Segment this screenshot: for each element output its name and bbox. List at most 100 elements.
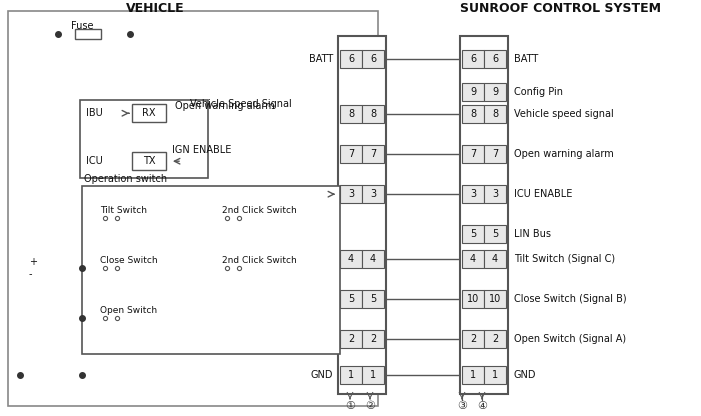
Bar (340, 185, 362, 203)
Text: 9: 9 (470, 87, 476, 97)
Text: Tilt Switch: Tilt Switch (100, 206, 147, 215)
Text: LIN Bus: LIN Bus (514, 229, 551, 239)
Bar (340, 145, 362, 163)
Text: BATT: BATT (514, 54, 538, 64)
Text: 7: 7 (470, 149, 476, 159)
Bar (132, 104, 166, 122)
Bar (484, 185, 506, 203)
Text: Vehicle speed signal: Vehicle speed signal (514, 109, 614, 119)
Bar (362, 290, 384, 308)
Text: Tilt Switch (Signal C): Tilt Switch (Signal C) (514, 254, 615, 264)
Bar (484, 366, 506, 384)
Bar (462, 185, 484, 203)
Text: 4: 4 (370, 254, 376, 264)
Text: 2: 2 (348, 334, 354, 344)
Text: Close Switch: Close Switch (100, 255, 158, 265)
Text: ②: ② (365, 401, 375, 411)
Text: 1: 1 (370, 370, 376, 380)
Text: 3: 3 (492, 189, 498, 199)
Bar (362, 105, 384, 123)
Text: 4: 4 (492, 254, 498, 264)
Text: 3: 3 (370, 189, 376, 199)
Bar (484, 83, 506, 101)
Text: 8: 8 (492, 109, 498, 119)
Text: 6: 6 (370, 54, 376, 64)
Bar (460, 36, 508, 394)
Bar (362, 330, 384, 348)
Text: 8: 8 (370, 109, 376, 119)
Text: 8: 8 (348, 109, 354, 119)
Text: 7: 7 (492, 149, 498, 159)
Text: 1: 1 (348, 370, 354, 380)
Bar (362, 250, 384, 268)
Bar (484, 330, 506, 348)
Text: Close Switch (Signal B): Close Switch (Signal B) (514, 294, 627, 304)
Bar (462, 290, 484, 308)
Bar (462, 330, 484, 348)
Text: Config Pin: Config Pin (514, 87, 563, 97)
Text: Open Switch: Open Switch (100, 306, 157, 314)
Text: RX: RX (142, 108, 156, 118)
Text: Fuse: Fuse (71, 21, 93, 31)
Text: VEHICLE: VEHICLE (125, 2, 184, 15)
Bar (362, 145, 384, 163)
Text: 6: 6 (470, 54, 476, 64)
Text: 5: 5 (370, 294, 376, 304)
Bar (340, 290, 362, 308)
Text: 7: 7 (348, 149, 354, 159)
Text: 1: 1 (492, 370, 498, 380)
Bar (484, 50, 506, 68)
Text: -: - (29, 269, 32, 279)
Text: 3: 3 (470, 189, 476, 199)
Text: SUNROOF CONTROL SYSTEM: SUNROOF CONTROL SYSTEM (459, 2, 660, 15)
Text: Open Switch (Signal A): Open Switch (Signal A) (514, 334, 626, 344)
Bar (80, 100, 208, 178)
Bar (462, 366, 484, 384)
Text: 2nd Click Switch: 2nd Click Switch (222, 206, 297, 215)
Text: +: + (29, 257, 37, 267)
Text: Open warning alarm: Open warning alarm (175, 101, 275, 111)
Text: 9: 9 (492, 87, 498, 97)
Text: 2: 2 (492, 334, 498, 344)
Bar (484, 290, 506, 308)
Text: 10: 10 (489, 294, 501, 304)
Bar (462, 83, 484, 101)
Text: 5: 5 (470, 229, 476, 239)
Bar (484, 145, 506, 163)
Text: IGN ENABLE: IGN ENABLE (172, 145, 231, 155)
Bar (484, 105, 506, 123)
Bar (340, 330, 362, 348)
Bar (75, 29, 101, 39)
Text: 5: 5 (492, 229, 498, 239)
Text: 4: 4 (348, 254, 354, 264)
Text: ①: ① (345, 401, 355, 411)
Text: TX: TX (143, 156, 155, 166)
Bar (340, 105, 362, 123)
Text: 5: 5 (348, 294, 354, 304)
Bar (340, 50, 362, 68)
Text: GND: GND (311, 370, 333, 380)
Bar (484, 225, 506, 243)
Text: ④: ④ (477, 401, 487, 411)
Text: ICU ENABLE: ICU ENABLE (514, 189, 573, 199)
Bar (362, 185, 384, 203)
Bar (338, 36, 386, 394)
Text: 2nd Click Switch: 2nd Click Switch (222, 255, 297, 265)
Bar (462, 50, 484, 68)
Text: 4: 4 (470, 254, 476, 264)
Text: 10: 10 (467, 294, 479, 304)
Bar (82, 186, 340, 354)
Text: 6: 6 (348, 54, 354, 64)
Text: 3: 3 (348, 189, 354, 199)
Bar (484, 250, 506, 268)
Bar (362, 366, 384, 384)
Bar (340, 366, 362, 384)
Text: 8: 8 (470, 109, 476, 119)
Bar (132, 152, 166, 170)
Text: Operation switch: Operation switch (84, 174, 167, 184)
Bar (462, 105, 484, 123)
Text: IBU: IBU (86, 108, 103, 118)
Text: Vehicle Speed Signal: Vehicle Speed Signal (190, 99, 292, 109)
Text: 7: 7 (370, 149, 376, 159)
Text: BATT: BATT (308, 54, 333, 64)
